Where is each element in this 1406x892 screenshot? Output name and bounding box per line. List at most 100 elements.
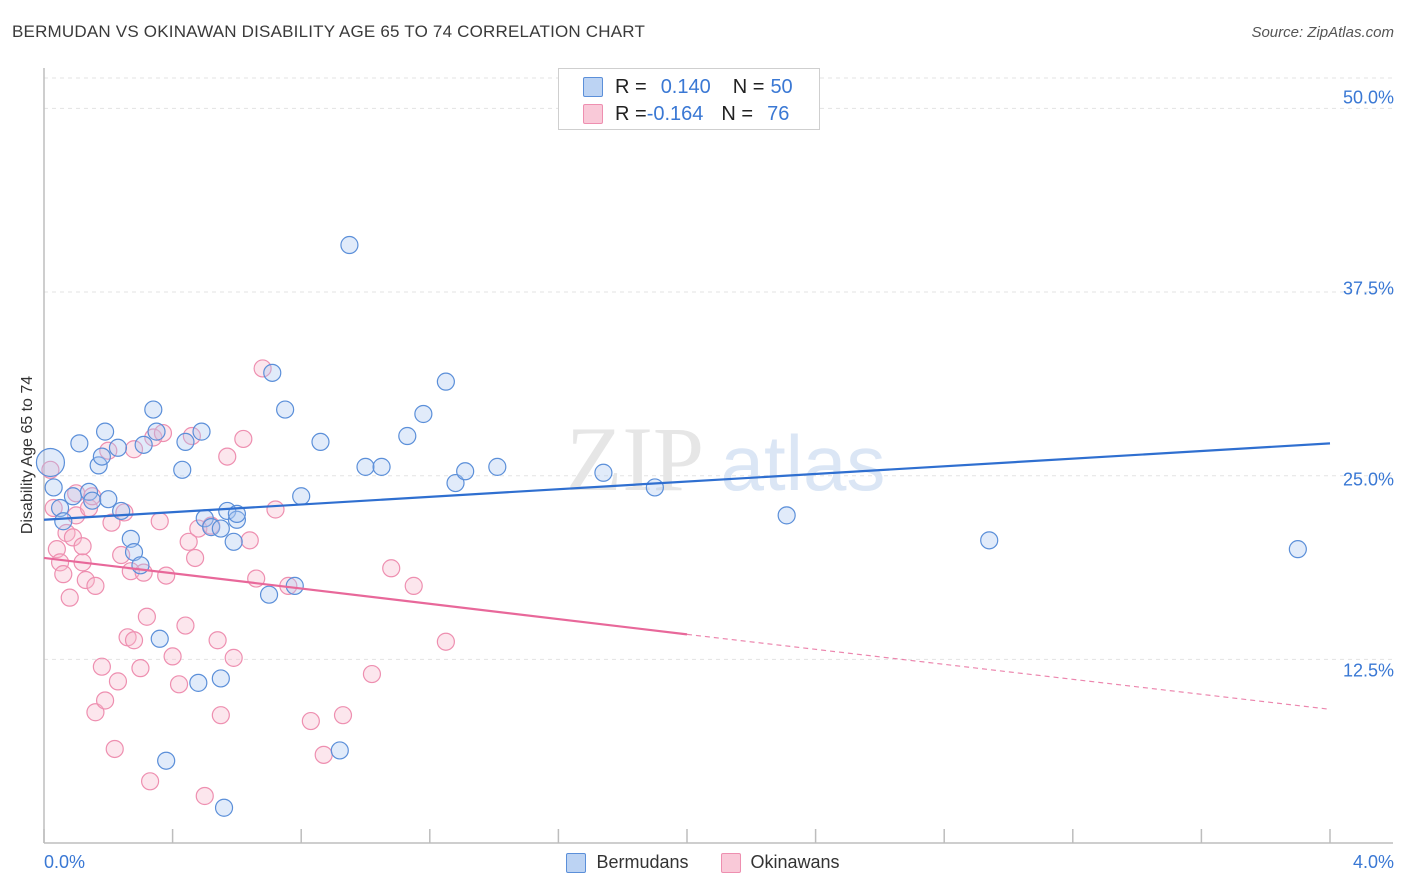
okinawan-point bbox=[41, 460, 60, 479]
bermudan-point bbox=[980, 531, 999, 550]
bermudan-point bbox=[70, 434, 89, 453]
okinawan-point bbox=[86, 576, 105, 595]
bermudan-point bbox=[63, 487, 83, 506]
source-credit: Source: ZipAtlas.com bbox=[1251, 24, 1394, 41]
r-value: -0.164 bbox=[646, 102, 704, 125]
n-label: N = bbox=[732, 75, 765, 98]
bermudan-point bbox=[44, 478, 63, 497]
bermudan-point bbox=[414, 404, 433, 424]
correlation-legend: R = 0.140 N = 50 R = -0.164 N = 76 bbox=[558, 68, 820, 130]
okinawan-point bbox=[333, 706, 353, 725]
bermudan-point bbox=[150, 629, 169, 648]
legend-row-bermudans: R = 0.140 N = 50 bbox=[583, 75, 793, 99]
watermark-zip: ZIP bbox=[566, 408, 704, 510]
bermudan-point bbox=[263, 363, 282, 382]
okinawan-point bbox=[54, 565, 73, 584]
bermudan-point bbox=[356, 457, 375, 476]
bermudan-point bbox=[83, 491, 102, 510]
bermudan-point bbox=[259, 585, 279, 604]
okinawan-point bbox=[73, 537, 92, 556]
bermudan-point bbox=[340, 235, 359, 255]
legend-label: Bermudans bbox=[596, 852, 689, 872]
okinawan-point bbox=[253, 359, 272, 378]
y-tick-label: 37.5% bbox=[1342, 278, 1394, 299]
okinawan-trend-extension bbox=[686, 633, 1331, 710]
bermudan-point bbox=[456, 462, 475, 481]
bermudan-point bbox=[292, 487, 311, 506]
n-value: 50 bbox=[770, 75, 793, 98]
bermudan-point bbox=[202, 518, 221, 537]
okinawan-point bbox=[44, 498, 63, 518]
bermudan-point bbox=[330, 741, 349, 760]
bermudan-point bbox=[99, 490, 118, 509]
bermudan-point bbox=[211, 519, 230, 538]
pink-swatch-icon bbox=[720, 852, 741, 873]
y-tick-label: 25.0% bbox=[1342, 469, 1394, 490]
okinawan-point bbox=[50, 553, 70, 572]
pink-swatch-icon bbox=[583, 104, 603, 124]
bermudan-point bbox=[92, 447, 111, 466]
bermudan-point bbox=[147, 422, 166, 441]
okinawan-trend-line bbox=[43, 556, 688, 636]
okinawan-point bbox=[186, 548, 205, 568]
legend-item-bermudans: Bermudans bbox=[566, 852, 689, 873]
bermudan-point bbox=[372, 457, 391, 476]
okinawan-point bbox=[224, 648, 243, 667]
bermudan-point bbox=[108, 438, 128, 457]
r-value: 0.140 bbox=[660, 75, 711, 98]
okinawan-point bbox=[208, 631, 227, 650]
bermudan-point bbox=[311, 432, 330, 451]
bermudan-point bbox=[645, 478, 664, 497]
bermudan-point bbox=[285, 576, 304, 595]
okinawan-point bbox=[108, 672, 128, 691]
bermudan-point bbox=[131, 556, 150, 575]
bermudan-point bbox=[144, 400, 163, 419]
bermudan-point bbox=[192, 422, 211, 441]
okinawan-point bbox=[86, 703, 105, 722]
bermudan-point bbox=[211, 669, 230, 688]
okinawan-point bbox=[436, 632, 455, 651]
okinawan-point bbox=[60, 588, 79, 607]
bermudan-point bbox=[446, 473, 465, 493]
okinawan-point bbox=[140, 772, 160, 791]
n-value: 76 bbox=[767, 102, 790, 125]
watermark-atlas: atlas bbox=[721, 419, 886, 507]
bermudan-point bbox=[134, 435, 153, 454]
okinawan-point bbox=[105, 739, 124, 759]
series-legend: Bermudans Okinawans bbox=[0, 852, 1406, 873]
x-tick-label: 4.0% bbox=[1352, 852, 1394, 872]
chart-title: BERMUDAN VS OKINAWAN DISABILITY AGE 65 T… bbox=[12, 22, 646, 41]
r-label: R = bbox=[615, 75, 647, 98]
okinawan-point bbox=[150, 512, 169, 531]
legend-item-okinawans: Okinawans bbox=[720, 852, 840, 873]
okinawan-point bbox=[102, 513, 121, 532]
okinawan-point bbox=[314, 745, 333, 764]
y-tick-label: 12.5% bbox=[1342, 660, 1394, 681]
okinawan-point bbox=[153, 423, 173, 443]
bermudan-point bbox=[594, 463, 613, 482]
bermudan-point bbox=[214, 798, 234, 817]
bermudan-point bbox=[176, 432, 195, 451]
okinawan-point bbox=[179, 532, 198, 551]
okinawan-point bbox=[163, 647, 182, 666]
bermudan-point bbox=[777, 506, 796, 525]
bermudan-point bbox=[436, 372, 455, 391]
bermudan-point bbox=[157, 751, 176, 770]
okinawan-point bbox=[131, 659, 150, 678]
okinawan-point bbox=[76, 570, 95, 590]
bermudan-point bbox=[488, 457, 507, 476]
bermudan-point bbox=[173, 460, 192, 479]
okinawan-point bbox=[176, 616, 195, 635]
okinawan-point bbox=[266, 500, 285, 519]
bermudan-point bbox=[112, 501, 131, 521]
bermudan-point bbox=[35, 447, 66, 478]
okinawan-point bbox=[218, 447, 237, 466]
legend-row-okinawans: R = -0.164 N = 76 bbox=[583, 102, 789, 126]
okinawan-point bbox=[124, 631, 144, 650]
y-tick-label: 50.0% bbox=[1342, 87, 1394, 108]
n-label: N = bbox=[721, 102, 754, 125]
r-label: R = bbox=[615, 102, 647, 125]
okinawan-point bbox=[137, 607, 156, 626]
x-tick-label: 0.0% bbox=[44, 852, 86, 872]
blue-swatch-icon bbox=[566, 852, 587, 873]
